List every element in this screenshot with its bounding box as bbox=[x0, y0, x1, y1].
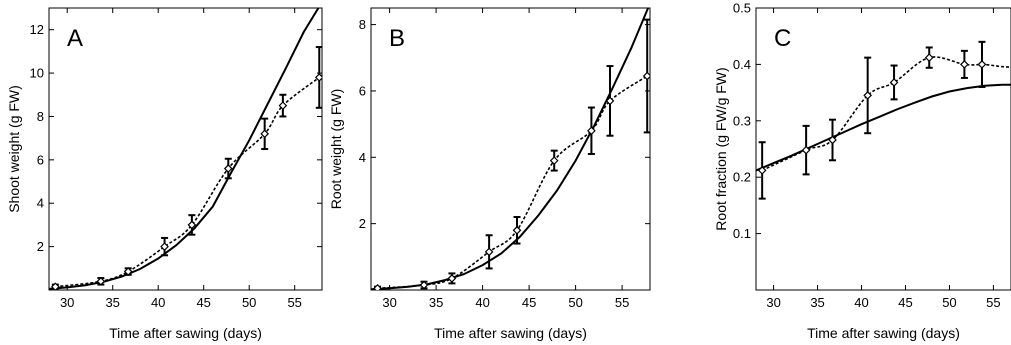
x-axis-label: Time after sawing (days) bbox=[434, 325, 587, 341]
x-tick-label: 50 bbox=[568, 295, 582, 310]
y-tick-label: 12 bbox=[30, 22, 44, 37]
x-tick-label: 40 bbox=[475, 295, 489, 310]
x-tick-label: 40 bbox=[151, 295, 165, 310]
y-tick-label: 8 bbox=[37, 109, 44, 124]
x-axis-label: Time after sawing (days) bbox=[109, 325, 262, 341]
data-point bbox=[96, 276, 106, 286]
data-point bbox=[223, 164, 233, 173]
data-point bbox=[924, 53, 934, 62]
y-tick-label: 4 bbox=[359, 150, 366, 165]
data-point bbox=[889, 78, 899, 87]
data-point bbox=[187, 220, 197, 230]
plot-area bbox=[49, 8, 322, 290]
data-point bbox=[512, 225, 522, 235]
data-point bbox=[123, 267, 133, 276]
plot-frame bbox=[755, 7, 1011, 291]
observed-curve bbox=[55, 76, 320, 288]
y-tick-label: 8 bbox=[359, 17, 366, 32]
x-tick-label: 45 bbox=[196, 295, 210, 310]
data-point bbox=[828, 135, 837, 145]
x-tick-label: 30 bbox=[766, 295, 780, 310]
model-curve bbox=[371, 8, 650, 290]
plot-frame bbox=[48, 7, 323, 291]
y-tick-label: 4 bbox=[37, 196, 44, 211]
y-tick-label: 10 bbox=[30, 66, 44, 81]
y-tick-label: 0.2 bbox=[733, 170, 751, 185]
y-tick-label: 0.3 bbox=[733, 113, 751, 128]
x-tick-label: 50 bbox=[942, 295, 956, 310]
data-point bbox=[960, 60, 969, 69]
data-point bbox=[587, 126, 596, 136]
model-curve bbox=[49, 8, 320, 290]
data-point bbox=[278, 101, 288, 110]
x-tick-label: 55 bbox=[986, 295, 1000, 310]
data-point bbox=[863, 91, 873, 100]
y-axis-label: Root weight (g FW) bbox=[328, 89, 344, 210]
x-axis-label: Time after sawing (days) bbox=[807, 325, 960, 341]
observed-curve bbox=[377, 75, 648, 290]
data-point bbox=[51, 282, 60, 290]
y-tick-label: 6 bbox=[37, 152, 44, 167]
data-point bbox=[605, 96, 615, 106]
y-tick-label: 2 bbox=[359, 216, 366, 231]
data-point bbox=[260, 129, 270, 139]
panel-letter: A bbox=[67, 25, 83, 52]
y-tick-label: 0.5 bbox=[733, 1, 751, 16]
plot-frame bbox=[370, 7, 651, 291]
panel-c: 30 35 40 45 50 55 0.1 0.2 0.3 0.4 0.5 Time after sa… bbox=[713, 1, 1011, 341]
x-tick-label: 40 bbox=[854, 295, 868, 310]
plot-area bbox=[371, 8, 650, 290]
data-point bbox=[642, 71, 650, 81]
x-tick-label: 35 bbox=[810, 295, 824, 310]
x-tick-label: 35 bbox=[105, 295, 119, 310]
y-tick-label: 2 bbox=[37, 239, 44, 254]
panel-letter: C bbox=[774, 25, 791, 52]
data-point bbox=[314, 73, 322, 82]
panel-a: 30 35 40 45 50 55 2 4 6 8 10 12 Time after sawing (d… bbox=[6, 7, 323, 341]
data-point bbox=[977, 60, 987, 69]
x-tick-label: 35 bbox=[429, 295, 443, 310]
data-point bbox=[160, 242, 169, 251]
y-axis-label: Shoot weight (g FW) bbox=[6, 85, 22, 213]
x-tick-label: 30 bbox=[60, 295, 74, 310]
y-axis-label: Root fraction (g FW/g FW) bbox=[713, 67, 729, 230]
data-point bbox=[757, 166, 767, 175]
x-tick-label: 45 bbox=[898, 295, 912, 310]
panel-b: 30 35 40 45 50 55 2 4 6 8 Time after sawing (days)… bbox=[328, 7, 651, 341]
y-tick-label: 0.1 bbox=[733, 226, 751, 241]
data-point bbox=[549, 156, 559, 165]
x-tick-label: 55 bbox=[287, 295, 301, 310]
data-point bbox=[419, 280, 429, 290]
y-tick-label: 0.4 bbox=[733, 57, 751, 72]
x-tick-label: 45 bbox=[522, 295, 536, 310]
x-tick-label: 30 bbox=[382, 295, 396, 310]
plot-area bbox=[756, 40, 1011, 200]
data-point bbox=[447, 274, 457, 283]
x-tick-label: 55 bbox=[615, 295, 629, 310]
y-tick-label: 6 bbox=[359, 83, 366, 98]
model-curve bbox=[756, 83, 1011, 172]
x-tick-label: 50 bbox=[242, 295, 256, 310]
data-point bbox=[373, 283, 382, 290]
data-point bbox=[484, 247, 494, 257]
panel-letter: B bbox=[389, 25, 405, 52]
data-point bbox=[801, 145, 811, 155]
